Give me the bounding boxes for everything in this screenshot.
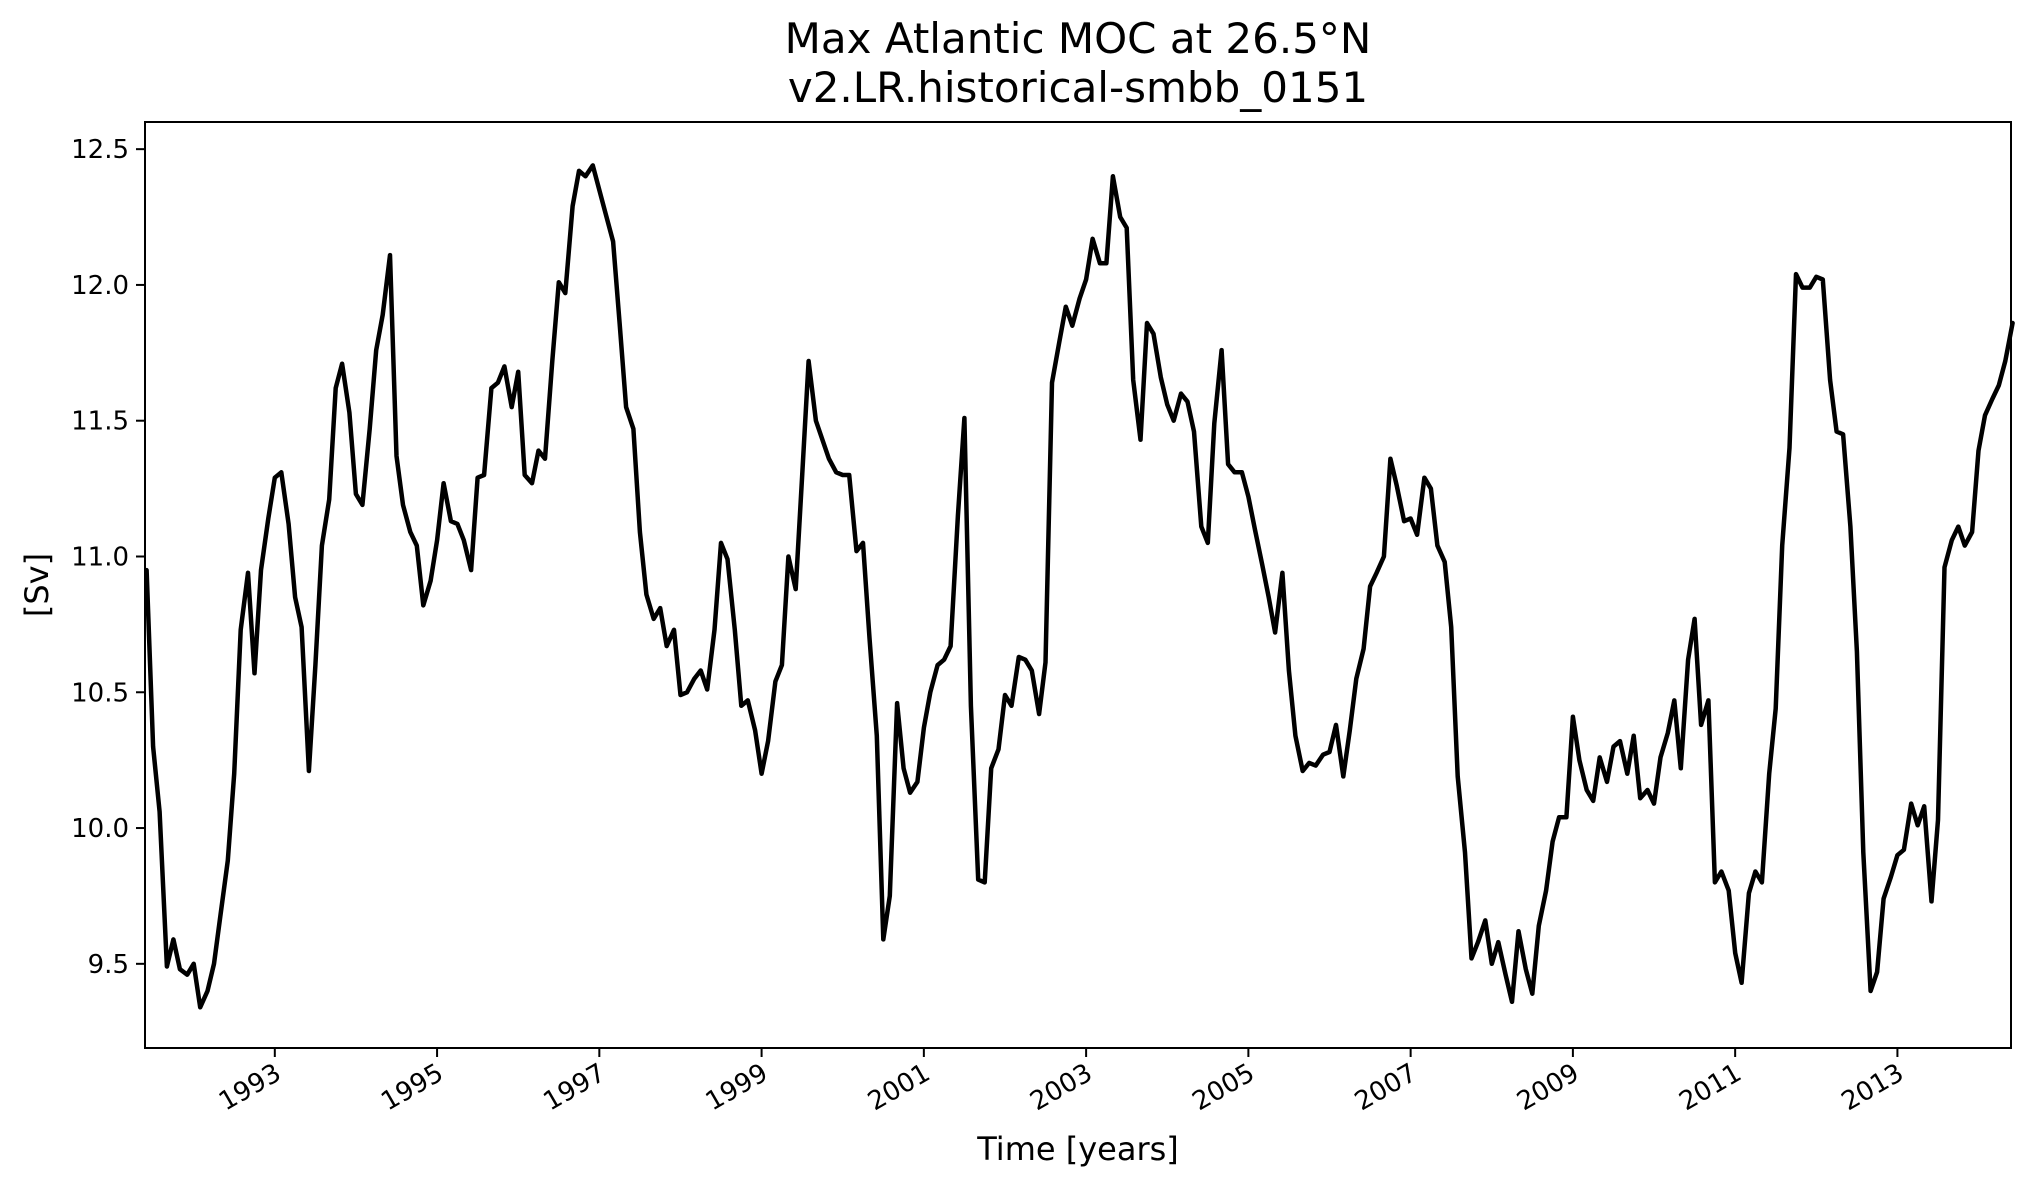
- y-tick-label: 9.5: [88, 950, 129, 980]
- x-tick-label: 1993: [214, 1058, 286, 1117]
- chart-subtitle: v2.LR.historical-smbb_0151: [787, 63, 1369, 112]
- y-tick-label: 12.5: [71, 135, 129, 165]
- x-tick-label: 2001: [863, 1058, 935, 1117]
- y-axis-ticks: 9.5 10.0 10.5 11.0 11.5 12.0 12.5: [71, 135, 145, 980]
- y-tick-label: 11.0: [71, 542, 129, 572]
- x-tick-label: 1997: [539, 1058, 611, 1117]
- chart-title: Max Atlantic MOC at 26.5°N: [784, 14, 1372, 63]
- x-tick-label: 1995: [376, 1058, 448, 1117]
- y-tick-label: 10.5: [71, 678, 129, 708]
- x-tick-label: 2011: [1674, 1058, 1746, 1117]
- x-tick-label: 1999: [701, 1058, 773, 1117]
- x-tick-label: 2007: [1350, 1058, 1422, 1117]
- y-tick-label: 12.0: [71, 271, 129, 301]
- x-axis-ticks: 1993 1995 1997 1999 2001 2003 2005 2007 2009 2011…: [214, 1048, 1909, 1117]
- y-axis-label: [Sv]: [18, 553, 56, 617]
- plot-frame: [144, 121, 2012, 1049]
- x-tick-label: 2003: [1025, 1058, 1097, 1117]
- x-tick-label: 2005: [1188, 1058, 1260, 1117]
- x-tick-label: 2013: [1837, 1058, 1909, 1117]
- series-line: [144, 163, 2015, 1010]
- y-tick-label: 10.0: [71, 814, 129, 844]
- x-tick-label: 2009: [1512, 1058, 1584, 1117]
- y-tick-label: 11.5: [71, 407, 129, 437]
- x-axis-label: Time [years]: [976, 1130, 1179, 1168]
